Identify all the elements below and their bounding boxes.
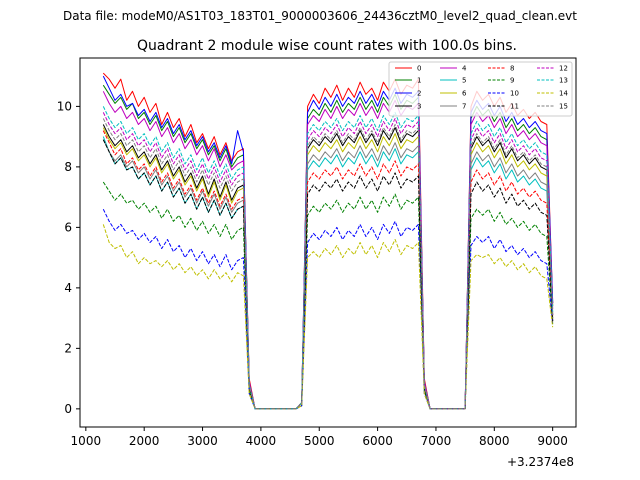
series-line-6 (102, 127, 554, 410)
legend-label-7: 7 (462, 103, 466, 111)
legend-label-10: 10 (510, 90, 519, 98)
legend-label-15: 15 (559, 103, 568, 111)
file-caption: Data file: modeM0/AS1T03_183T01_90000036… (63, 9, 577, 23)
plot-frame (79, 57, 577, 428)
x-tick-label: 3000 (187, 434, 218, 448)
legend-label-11: 11 (510, 103, 519, 111)
series-line-0 (102, 72, 554, 410)
series-line-5 (102, 136, 554, 410)
x-tick-label: 2000 (129, 434, 160, 448)
legend-label-14: 14 (559, 90, 568, 98)
x-tick-label: 7000 (421, 434, 452, 448)
chart-title: Quadrant 2 module wise count rates with … (137, 38, 517, 54)
legend-label-13: 13 (559, 77, 568, 85)
legend-label-0: 0 (417, 65, 421, 73)
x-tick-label: 6000 (362, 434, 393, 448)
y-axis: 0 2 4 6 8 10 (57, 99, 80, 416)
legend-label-9: 9 (510, 77, 514, 85)
legend-label-2: 2 (417, 90, 421, 98)
x-offset-label: +3.2374e8 (507, 455, 574, 469)
series-line-11 (102, 139, 554, 410)
x-axis: 1000 2000 3000 4000 5000 6000 7000 8000 9000 (71, 427, 568, 448)
series-line-12 (102, 112, 554, 410)
x-tick-label: 9000 (537, 434, 568, 448)
series-line-13 (102, 106, 554, 410)
x-tick-label: 8000 (479, 434, 510, 448)
y-tick-label: 4 (64, 281, 72, 295)
series-line-9 (102, 181, 554, 410)
y-tick-label: 2 (64, 341, 72, 355)
legend-label-3: 3 (417, 103, 421, 111)
legend-label-6: 6 (462, 90, 467, 98)
x-tick-label: 5000 (304, 434, 335, 448)
series-line-7 (102, 139, 554, 410)
x-tick-label: 4000 (246, 434, 277, 448)
series-line-15 (102, 118, 554, 410)
legend-label-1: 1 (417, 77, 421, 85)
x-tick-label: 1000 (71, 434, 102, 448)
legend-label-12: 12 (559, 65, 568, 73)
legend-label-8: 8 (510, 65, 514, 73)
legend-label-5: 5 (462, 77, 466, 85)
legend-label-4: 4 (462, 65, 467, 73)
legend-box (388, 61, 573, 117)
series-line-3 (102, 124, 554, 410)
y-tick-label: 8 (64, 160, 72, 174)
plot-lines (102, 72, 554, 410)
y-tick-label: 10 (57, 99, 72, 113)
series-line-14 (102, 224, 554, 410)
series-line-10 (102, 208, 554, 410)
series-line-2 (102, 75, 554, 410)
y-tick-label: 0 (64, 402, 72, 416)
y-tick-label: 6 (64, 220, 72, 234)
